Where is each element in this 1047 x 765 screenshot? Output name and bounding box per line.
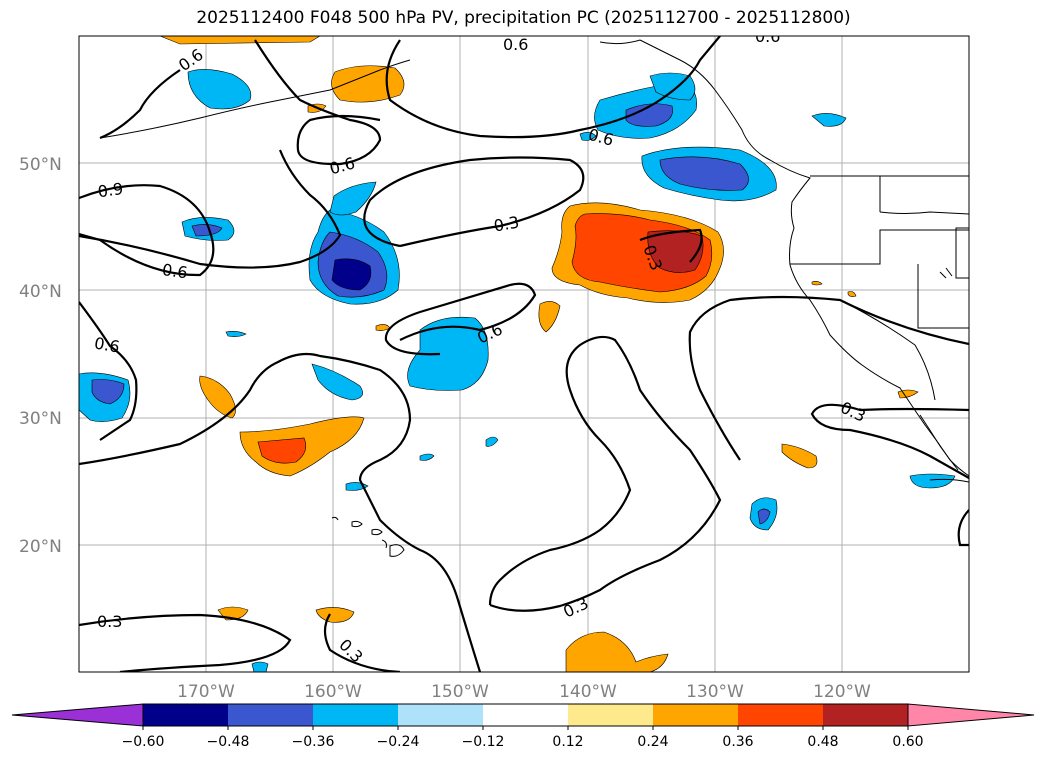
lon-label: 160°W xyxy=(304,682,362,702)
contour-label: 0.3 xyxy=(492,212,520,235)
colorbar-segment xyxy=(228,704,313,726)
colorbar-segment xyxy=(483,704,568,726)
contour-label: 0.6 xyxy=(327,153,357,178)
colorbar-tick-label: 0.24 xyxy=(637,734,668,750)
colorbar-tick-label: 0.48 xyxy=(807,734,838,750)
contour-label: 0.6 xyxy=(161,260,189,282)
colorbar-tick-label: −0.24 xyxy=(377,734,420,750)
lat-label: 20°N xyxy=(19,537,62,557)
latitude-labels: 50°N 40°N 30°N 20°N xyxy=(19,155,62,557)
lat-label: 30°N xyxy=(19,409,62,429)
lat-label: 50°N xyxy=(19,155,62,175)
map-title: 2025112400 F048 500 hPa PV, precipitatio… xyxy=(196,8,851,28)
colorbar-segment xyxy=(823,704,908,726)
gridlines xyxy=(79,36,969,672)
colorbar-extend-high xyxy=(907,703,1035,727)
colorbar-frame xyxy=(142,703,909,727)
colorbar-segment xyxy=(313,704,398,726)
precip-shading xyxy=(79,36,956,672)
colorbar: −0.60 −0.48 −0.36 −0.24 −0.12 0.12 0.24 0.36 0.4… xyxy=(11,703,1035,750)
colorbar-tick-label: 0.36 xyxy=(722,734,753,750)
map-frame xyxy=(78,35,970,673)
pv-contours xyxy=(79,36,969,672)
colorbar-tick-label: −0.48 xyxy=(207,734,250,750)
colorbar-tick-label: 0.60 xyxy=(892,734,923,750)
lon-label: 140°W xyxy=(559,682,617,702)
colorbar-segment xyxy=(653,704,738,726)
colorbar-tick-label: −0.60 xyxy=(122,734,165,750)
contour-label: 0.6 xyxy=(755,27,780,46)
lat-label: 40°N xyxy=(19,282,62,302)
contour-label: 0.3 xyxy=(335,635,366,666)
colorbar-tick-label: −0.12 xyxy=(462,734,505,750)
colorbar-segment xyxy=(398,704,483,726)
lon-label: 120°W xyxy=(813,682,871,702)
longitude-labels: 170°W 160°W 150°W 140°W 130°W 120°W xyxy=(177,682,871,702)
lon-label: 130°W xyxy=(686,682,744,702)
map-area: 0.6 0.6 0.6 0.6 0.6 0.6 0.6 0.9 0.6 0.3 … xyxy=(79,27,969,672)
coastline xyxy=(99,39,969,483)
contour-label: 0.3 xyxy=(560,593,591,621)
colorbar-segment xyxy=(568,704,653,726)
colorbar-tick-label: 0.12 xyxy=(552,734,583,750)
contour-label: 0.6 xyxy=(93,333,121,356)
contour-label: 0.3 xyxy=(97,612,122,631)
lon-label: 170°W xyxy=(177,682,235,702)
colorbar-segment xyxy=(738,704,823,726)
colorbar-segment xyxy=(143,704,228,726)
contour-label: 0.6 xyxy=(503,35,528,54)
hawaii-islands xyxy=(331,516,405,557)
colorbar-extend-low xyxy=(11,703,144,727)
contour-label: 0.9 xyxy=(97,179,125,201)
lon-label: 150°W xyxy=(431,682,489,702)
colorbar-tick-label: −0.36 xyxy=(292,734,335,750)
